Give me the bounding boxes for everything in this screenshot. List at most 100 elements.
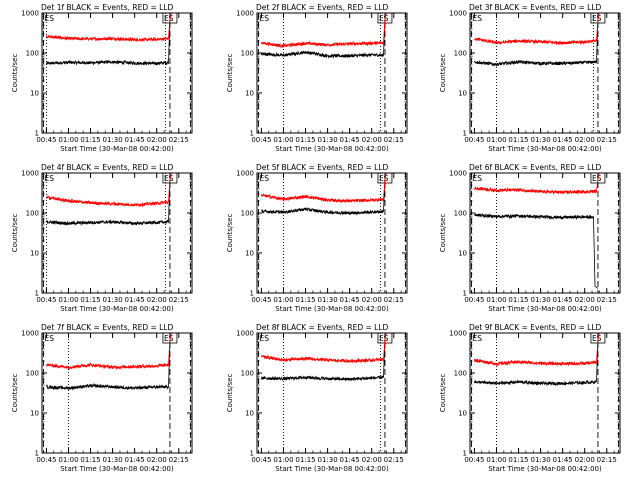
box-label-left: ES — [472, 174, 482, 183]
y-tick-label: 10 — [245, 90, 254, 98]
x-tick-label: 01:15 — [80, 136, 100, 144]
y-tick-label: 10 — [245, 410, 254, 418]
series-line-events — [474, 12, 600, 67]
x-tick-label: 01:00 — [486, 296, 506, 304]
x-tick-label: 01:30 — [102, 456, 122, 464]
chart-title: Det 4f BLACK = Events, RED = LLD — [41, 163, 174, 172]
x-tick-label: 01:30 — [530, 456, 550, 464]
box-label-right: ES — [379, 174, 389, 183]
box-label-left: ES — [472, 334, 482, 343]
x-tick-label: 02:00 — [575, 456, 595, 464]
series-line-events — [261, 12, 387, 59]
y-axis-label: Counts/sec — [439, 214, 447, 253]
y-tick-label: 100 — [241, 210, 254, 218]
series-line-events — [261, 172, 387, 216]
x-tick-label: 01:00 — [273, 296, 293, 304]
box-label-left: ES — [44, 174, 54, 183]
x-tick-label: 01:45 — [125, 136, 145, 144]
y-tick-label: 100 — [26, 210, 39, 218]
y-tick-label: 1 — [35, 290, 39, 298]
series-line-lld — [474, 12, 600, 46]
box-label-right: ES — [379, 334, 389, 343]
chart-title: Det 9f BLACK = Events, RED = LLD — [469, 323, 602, 332]
plot-frame — [256, 172, 408, 294]
x-tick-label: 02:00 — [575, 136, 595, 144]
x-tick-label: 01:00 — [58, 456, 78, 464]
x-tick-label: 01:45 — [340, 456, 360, 464]
y-axis-label: Counts/sec — [226, 54, 234, 93]
x-tick-label: 01:30 — [317, 296, 337, 304]
y-tick-label: 1000 — [21, 170, 39, 178]
box-label-left: ES — [259, 14, 269, 23]
chart-panel-9: Det 9f BLACK = Events, RED = LLD 1 10 100 10… — [439, 323, 621, 473]
y-tick-label: 1000 — [449, 170, 467, 178]
x-tick-label: 00:45 — [36, 456, 56, 464]
plot-frame — [469, 332, 621, 454]
chart-panel-2: Det 2f BLACK = Events, RED = LLD 1 10 100 10… — [226, 3, 408, 153]
x-tick-label: 00:45 — [464, 456, 484, 464]
x-tick-label: 02:00 — [147, 136, 167, 144]
y-axis-label: Counts/sec — [439, 54, 447, 93]
x-tick-label: 02:00 — [147, 296, 167, 304]
box-label-right-frame — [590, 172, 606, 184]
x-tick-label: 00:45 — [251, 136, 271, 144]
x-tick-label: 01:30 — [530, 136, 550, 144]
y-tick-label: 10 — [30, 90, 39, 98]
y-tick-label: 1 — [463, 450, 467, 458]
x-tick-label: 02:15 — [169, 136, 189, 144]
x-tick-label: 01:15 — [508, 456, 528, 464]
x-tick-label: 01:45 — [553, 296, 573, 304]
y-tick-label: 1000 — [236, 170, 254, 178]
x-tick-label: 02:15 — [169, 456, 189, 464]
y-axis-label: Counts/sec — [11, 374, 19, 413]
x-axis-label: Start Time (30-Mar-08 00:42:00) — [275, 305, 389, 313]
x-tick-label: 01:30 — [530, 296, 550, 304]
series-line-events — [474, 332, 600, 387]
x-tick-label: 01:15 — [295, 296, 315, 304]
box-label-right: ES — [164, 14, 174, 23]
y-tick-label: 10 — [458, 250, 467, 258]
x-axis-label: Start Time (30-Mar-08 00:42:00) — [60, 465, 174, 473]
y-tick-label: 1 — [35, 130, 39, 138]
chart-panel-3: Det 3f BLACK = Events, RED = LLD 1 10 100 10… — [439, 3, 621, 153]
y-tick-label: 1 — [250, 290, 254, 298]
x-tick-label: 01:45 — [340, 296, 360, 304]
x-tick-label: 00:45 — [464, 136, 484, 144]
box-label-right: ES — [592, 14, 602, 23]
x-tick-label: 02:15 — [597, 456, 617, 464]
x-tick-label: 01:00 — [273, 136, 293, 144]
box-label-left: ES — [44, 14, 54, 23]
y-tick-label: 1 — [250, 450, 254, 458]
chart-title: Det 8f BLACK = Events, RED = LLD — [256, 323, 389, 332]
series-line-lld — [46, 332, 172, 370]
box-label-right: ES — [379, 14, 389, 23]
x-tick-label: 01:45 — [125, 456, 145, 464]
y-tick-label: 100 — [454, 210, 467, 218]
y-tick-label: 10 — [30, 250, 39, 258]
x-tick-label: 00:45 — [36, 136, 56, 144]
box-label-right: ES — [164, 334, 174, 343]
x-tick-label: 02:00 — [362, 456, 382, 464]
x-axis-label: Start Time (30-Mar-08 00:42:00) — [60, 305, 174, 313]
chart-title: Det 2f BLACK = Events, RED = LLD — [256, 3, 389, 12]
series-line-lld — [261, 332, 387, 364]
series-line-lld — [46, 172, 172, 208]
x-tick-label: 00:45 — [464, 296, 484, 304]
plot-frame — [256, 12, 408, 134]
x-tick-label: 01:30 — [102, 296, 122, 304]
chart-title: Det 5f BLACK = Events, RED = LLD — [256, 163, 389, 172]
y-tick-label: 100 — [26, 50, 39, 58]
x-tick-label: 01:00 — [486, 136, 506, 144]
y-tick-label: 100 — [454, 370, 467, 378]
x-tick-label: 01:30 — [317, 456, 337, 464]
x-tick-label: 01:15 — [508, 136, 528, 144]
y-axis-label: Counts/sec — [11, 54, 19, 93]
plot-frame — [469, 12, 621, 134]
x-tick-label: 01:15 — [295, 456, 315, 464]
box-label-right: ES — [592, 334, 602, 343]
x-tick-label: 02:00 — [362, 296, 382, 304]
y-tick-label: 1000 — [21, 330, 39, 338]
y-tick-label: 1000 — [236, 330, 254, 338]
